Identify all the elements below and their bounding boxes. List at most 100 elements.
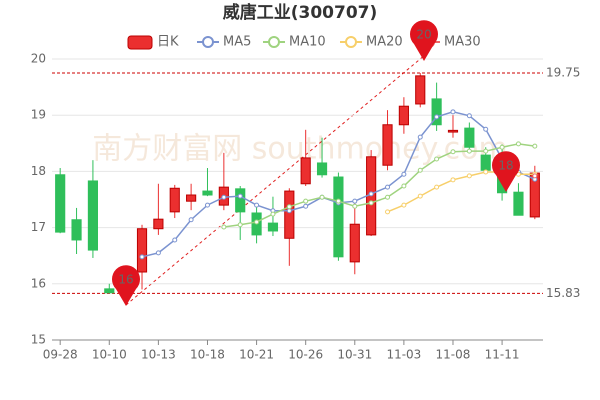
candle-body xyxy=(267,222,279,232)
ma-point xyxy=(434,114,440,120)
ma-point xyxy=(221,224,227,230)
candle-body xyxy=(284,190,295,239)
x-tick-label: 10-21 xyxy=(239,348,274,362)
ma-point xyxy=(385,209,391,215)
candle-body xyxy=(104,288,115,294)
ma-point xyxy=(515,141,521,147)
ma-point xyxy=(270,211,276,217)
ma-point xyxy=(466,148,472,154)
candle-body xyxy=(71,219,82,241)
ma-point xyxy=(466,113,472,119)
ma-point xyxy=(401,171,407,177)
y-tick-label: 18 xyxy=(31,164,46,178)
candle-body xyxy=(333,176,344,258)
ma-point xyxy=(303,198,309,204)
candle-body xyxy=(300,157,311,185)
mark-line-label: 19.75 xyxy=(546,66,580,80)
watermark: 南方财富网 southmoney.com xyxy=(92,132,507,167)
ma-point xyxy=(385,184,391,190)
ma-point xyxy=(172,237,178,243)
ma-point xyxy=(319,194,325,200)
x-tick-label: 10-13 xyxy=(141,348,176,362)
ma-point xyxy=(155,250,161,256)
legend-label: MA10 xyxy=(289,35,326,50)
legend-label: MA20 xyxy=(366,35,403,50)
candle-body xyxy=(415,75,426,105)
pin xyxy=(112,265,140,306)
ma-point xyxy=(434,156,440,162)
y-tick-label: 16 xyxy=(31,276,46,290)
legend-label: MA5 xyxy=(223,35,251,50)
candle-body xyxy=(316,162,328,176)
candle-body xyxy=(513,191,524,216)
ma-point xyxy=(466,173,472,179)
candle-body xyxy=(447,129,459,133)
pin-label: 16 xyxy=(118,273,133,287)
ma-point xyxy=(532,143,538,149)
ma-point xyxy=(188,217,194,223)
ma-point xyxy=(483,148,489,154)
ma-point xyxy=(401,202,407,208)
ma-point xyxy=(401,183,407,189)
ma-point xyxy=(204,202,210,208)
candle-body xyxy=(169,187,180,213)
ma-point xyxy=(417,134,423,140)
candle-body xyxy=(349,223,360,263)
ma-point xyxy=(352,198,358,204)
ma-point xyxy=(237,222,243,228)
ma-point xyxy=(139,254,145,260)
ma-point xyxy=(237,193,243,199)
ma-point xyxy=(352,203,358,209)
ma-point xyxy=(434,184,440,190)
ma-point xyxy=(417,193,423,199)
mark-line-label: 15.83 xyxy=(546,286,580,300)
ma-point xyxy=(368,200,374,206)
pin xyxy=(410,20,439,61)
x-tick-label: 10-10 xyxy=(92,348,127,362)
ma-point xyxy=(450,109,456,115)
ma-point xyxy=(286,204,292,210)
ma-point xyxy=(286,208,292,214)
ma-point xyxy=(483,169,489,175)
x-tick-label: 11-08 xyxy=(436,348,471,362)
x-tick-label: 10-31 xyxy=(337,348,372,362)
ma-point xyxy=(254,202,260,208)
ma-point xyxy=(303,203,309,209)
ma-point xyxy=(385,194,391,200)
candle-body xyxy=(202,190,213,196)
trend-line xyxy=(125,54,426,306)
legend-swatch xyxy=(345,36,357,48)
y-tick-label: 15 xyxy=(31,333,46,347)
candle-body xyxy=(186,194,197,202)
x-tick-label: 10-26 xyxy=(288,348,323,362)
candle-body xyxy=(55,174,66,233)
candle-body xyxy=(87,180,98,251)
ma-point xyxy=(221,194,227,200)
x-tick-label: 11-03 xyxy=(386,348,421,362)
legend-label: 日K xyxy=(157,35,179,50)
ma-point xyxy=(417,167,423,173)
ma-point xyxy=(254,219,260,225)
ma-point xyxy=(450,149,456,155)
ma-point xyxy=(532,173,538,179)
y-tick-label: 19 xyxy=(31,108,46,122)
ma-point xyxy=(335,198,341,204)
y-tick-label: 17 xyxy=(31,220,46,234)
candle-body xyxy=(398,105,409,126)
candle-body xyxy=(235,188,246,213)
pin-label: 20 xyxy=(416,28,431,42)
y-tick-label: 20 xyxy=(31,52,46,66)
candle-body xyxy=(136,228,148,273)
candle-body xyxy=(480,154,491,171)
ma-point xyxy=(483,126,489,132)
ma-line xyxy=(223,143,535,228)
candle-body xyxy=(382,124,393,166)
x-tick-label: 09-28 xyxy=(43,348,78,362)
ma-point xyxy=(450,177,456,183)
x-tick-label: 11-11 xyxy=(485,348,520,362)
candle-body xyxy=(464,127,475,148)
x-tick-label: 10-18 xyxy=(190,348,225,362)
candle-body xyxy=(153,218,164,230)
ma-point xyxy=(499,144,505,150)
